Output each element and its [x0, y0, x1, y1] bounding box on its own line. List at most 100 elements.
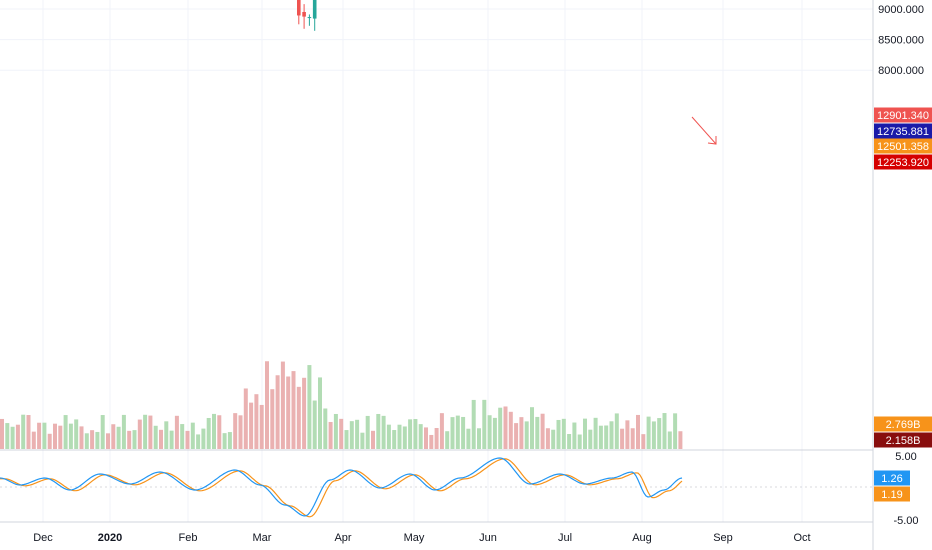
- oscillator-pane: 5.00 -5.00 1.26 1.19: [0, 449, 919, 527]
- volume-bar: [662, 413, 667, 449]
- volume-bar: [556, 419, 561, 449]
- volume-bar: [249, 402, 254, 449]
- volume-bar: [604, 425, 609, 449]
- volume-bar: [217, 415, 222, 449]
- volume-bar: [625, 420, 630, 449]
- volume-bar: [132, 430, 137, 449]
- volume-bar: [424, 427, 428, 449]
- volume-bar: [651, 421, 656, 449]
- volume-bar: [201, 428, 206, 449]
- volume-bar: [461, 416, 466, 449]
- x-tick-label: Dec: [33, 532, 53, 544]
- volume-bar: [84, 433, 89, 449]
- x-tick-label: May: [404, 532, 425, 544]
- volume-bar: [270, 389, 275, 449]
- volume-bar: [535, 416, 540, 449]
- x-tick-label: Oct: [793, 532, 810, 544]
- annotations: [691, 116, 717, 145]
- osc-main-line: [0, 457, 683, 517]
- volume-bar: [227, 432, 232, 449]
- volume-bar: [482, 399, 487, 449]
- volume-bar: [455, 415, 460, 449]
- volume-bar: [386, 424, 391, 449]
- volume-bar: [26, 415, 31, 449]
- price-badge: [874, 138, 932, 154]
- candle-body: [307, 17, 312, 19]
- candlesticks: [297, 0, 317, 31]
- volume-bar: [174, 415, 179, 449]
- osc-badge-text: 1.19: [881, 489, 902, 501]
- volume-bar: [588, 429, 593, 449]
- grid: [0, 0, 873, 522]
- volume-bar: [333, 413, 338, 449]
- volume-bar: [212, 413, 216, 449]
- volume-bar: [477, 428, 481, 449]
- volume-bar: [90, 430, 95, 449]
- volume-bar: [42, 422, 47, 449]
- projection-arrow-line: [691, 116, 717, 145]
- volume-bar: [58, 425, 63, 449]
- volume-bar: [238, 415, 243, 449]
- volume-bar: [10, 426, 15, 449]
- volume-bar: [519, 417, 524, 449]
- osc-badge: [874, 486, 910, 502]
- y-tick-label: 9000.000: [878, 4, 924, 16]
- volume-bar: [53, 423, 57, 449]
- volume-bar: [159, 429, 163, 449]
- volume-bar: [259, 404, 264, 449]
- volume-bar: [323, 408, 328, 449]
- volume-bar: [74, 419, 79, 449]
- volume-bar: [413, 419, 418, 449]
- volume-bar: [116, 426, 121, 449]
- volume-bar: [5, 423, 10, 449]
- volume-bar: [185, 430, 190, 449]
- x-tick-label: 2020: [98, 532, 122, 544]
- volume-bar: [344, 430, 349, 449]
- volume-bar: [127, 430, 132, 449]
- x-tick-label: Jun: [479, 532, 497, 544]
- volume-bar: [63, 415, 68, 449]
- volume-bar: [95, 431, 100, 449]
- volume-bar: [657, 418, 662, 449]
- volume-bar: [376, 413, 381, 449]
- volume-badge-text: 2.769B: [886, 419, 921, 431]
- volume-bar: [429, 434, 434, 449]
- volume-bar: [593, 417, 598, 449]
- volume-bar: [450, 417, 455, 449]
- volume-bar: [397, 424, 402, 449]
- volume-bar: [402, 426, 407, 449]
- volume-bar: [254, 394, 259, 449]
- volume-bar: [190, 422, 195, 449]
- volume-bar: [471, 399, 476, 449]
- volume-bar: [508, 411, 513, 449]
- volume-bar: [551, 429, 556, 449]
- volume-bar: [15, 424, 20, 449]
- volume-bar: [583, 418, 587, 449]
- volume-bar: [498, 407, 503, 449]
- volume-bar: [646, 416, 651, 449]
- volume-bar: [540, 413, 545, 449]
- volume-bar: [302, 377, 307, 449]
- volume-bar: [106, 433, 110, 449]
- volume-bar: [280, 361, 285, 449]
- projection-arrow-head: [707, 136, 717, 145]
- volume-bar: [265, 361, 269, 449]
- volume-bar: [641, 434, 646, 449]
- volume-bar: [37, 422, 42, 449]
- volume-bar: [524, 421, 529, 449]
- volume-bar: [180, 424, 185, 449]
- volume-bar: [318, 377, 322, 449]
- volume-bar: [312, 400, 317, 449]
- volume-bar: [100, 415, 105, 449]
- volume-bar: [678, 431, 683, 449]
- volume-bar: [667, 431, 672, 449]
- volume-bar: [328, 421, 333, 449]
- volume-bar: [530, 407, 534, 449]
- x-tick-label: Feb: [179, 532, 198, 544]
- volume-bar: [620, 428, 625, 449]
- volume-bar: [636, 414, 640, 449]
- osc-badge-text: 1.26: [881, 473, 902, 485]
- price-badge: [874, 123, 932, 139]
- volume-bar: [492, 417, 497, 449]
